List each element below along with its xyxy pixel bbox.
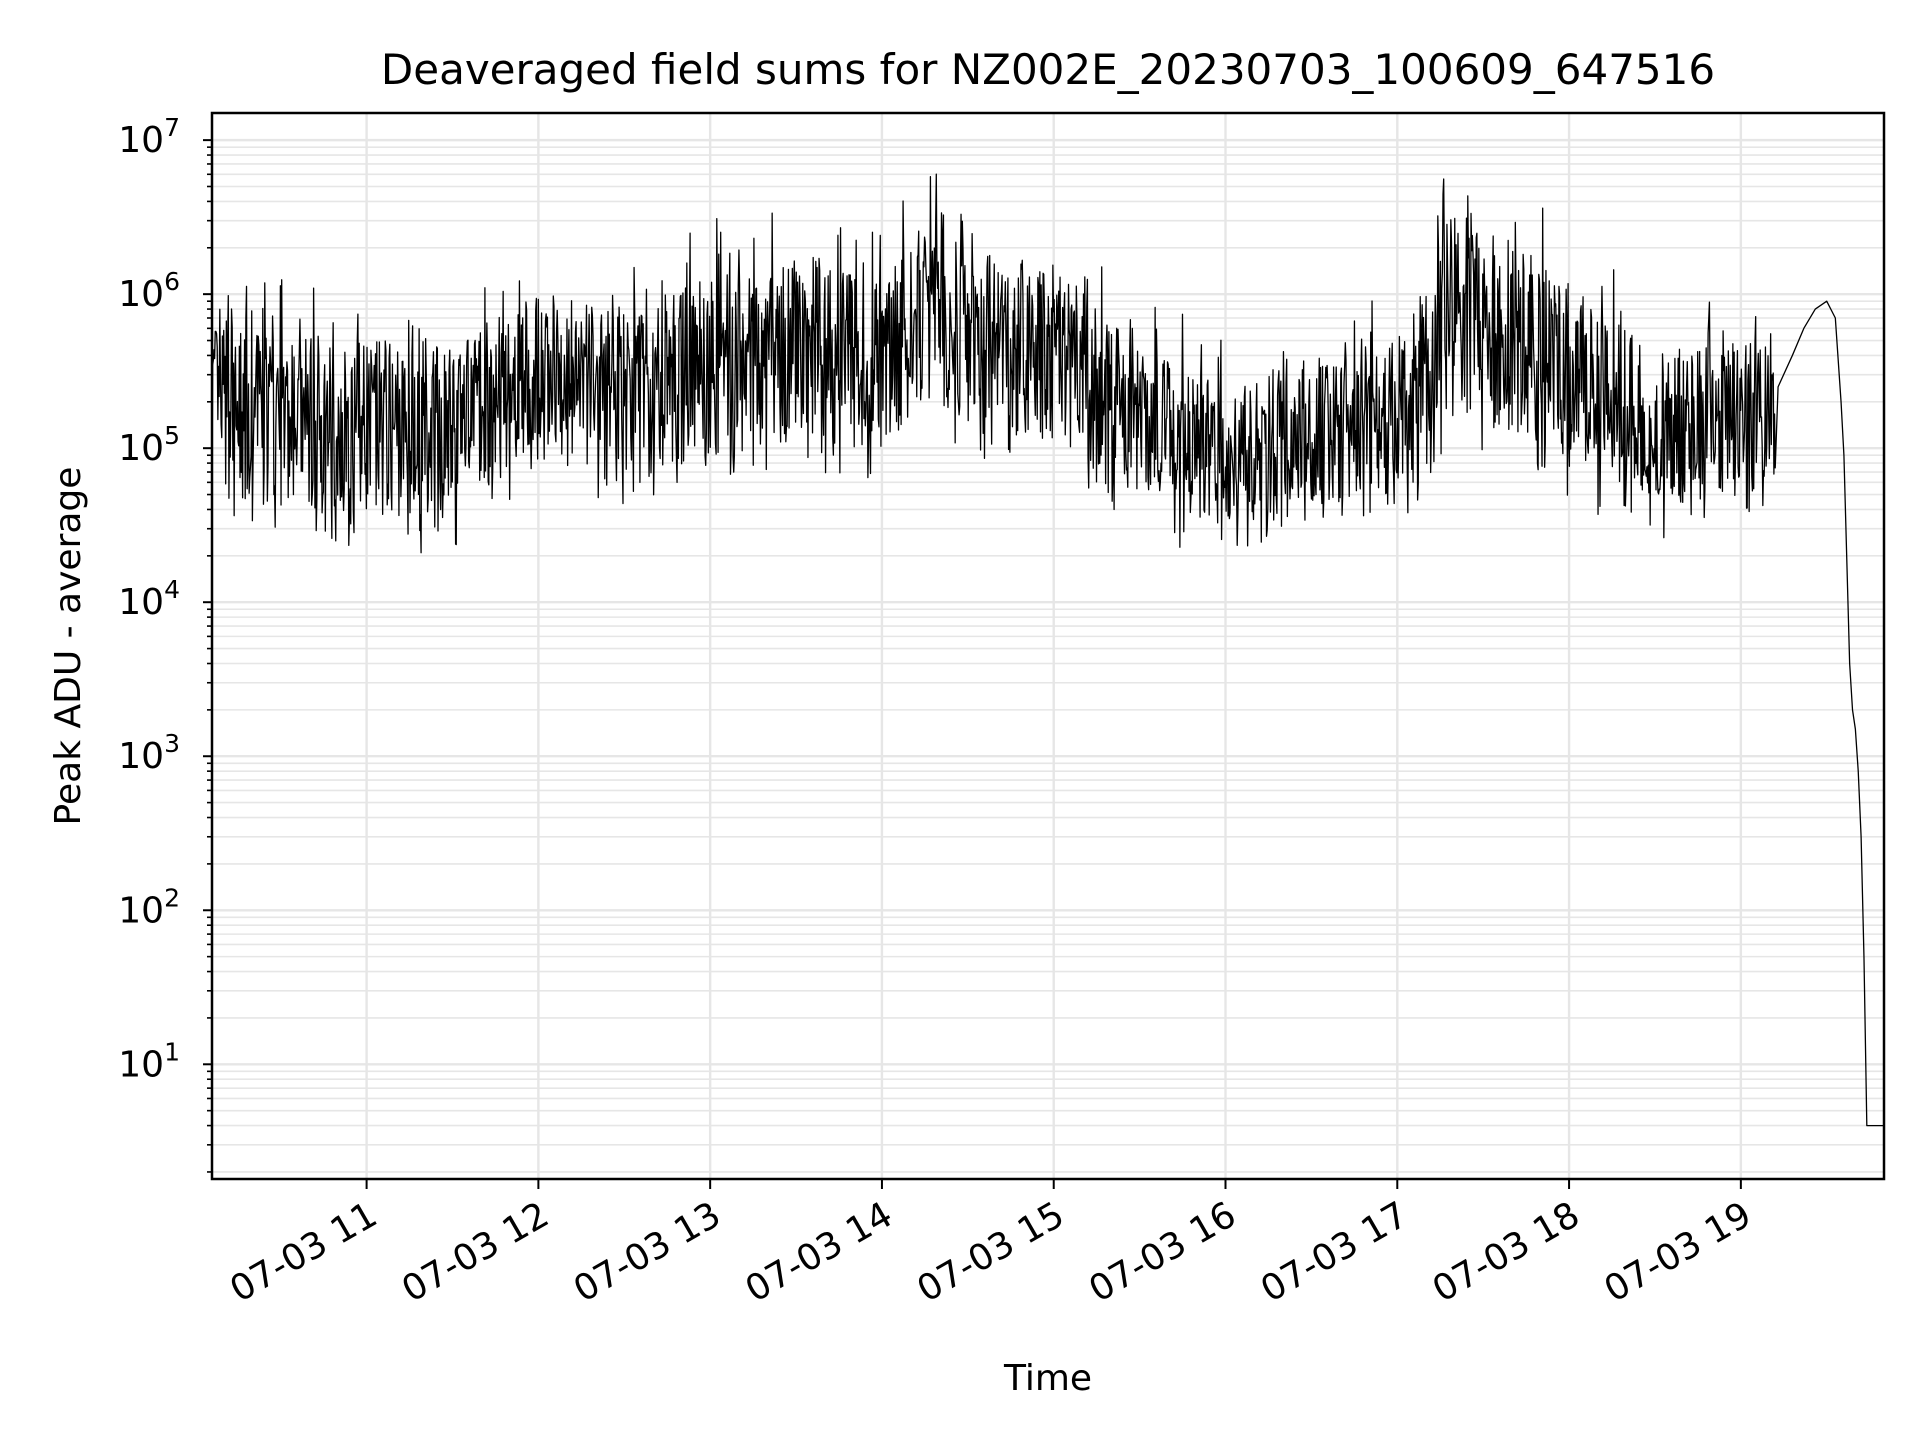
x-axis-label: Time xyxy=(1003,1358,1092,1399)
y-tick-label: 106 xyxy=(118,267,180,315)
y-tick-label: 107 xyxy=(118,113,180,161)
y-axis-label: Peak ADU - average xyxy=(48,467,89,826)
axes-frame xyxy=(210,111,1886,1181)
y-tick-label: 105 xyxy=(118,421,180,469)
y-axis-ticks: 101 102 103 104 105 106 107 xyxy=(118,113,212,1173)
y-tick-label: 103 xyxy=(118,729,180,777)
chart-title: Deaveraged field sums for NZ002E_2023070… xyxy=(381,45,1715,94)
grid-lines xyxy=(212,113,1884,1179)
series-line-group xyxy=(211,173,1884,1127)
series-line xyxy=(211,173,1884,1127)
y-tick-label: 102 xyxy=(118,883,180,931)
y-tick-label: 104 xyxy=(118,575,180,623)
y-tick-label: 101 xyxy=(118,1037,180,1085)
